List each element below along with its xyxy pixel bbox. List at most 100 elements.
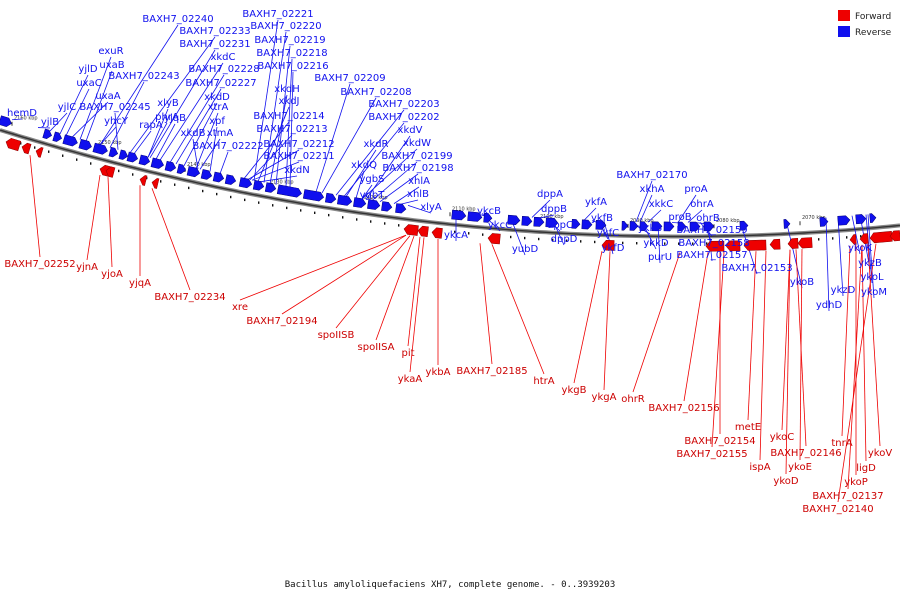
reverse-gene-arrow[interactable] <box>639 221 649 231</box>
reverse-gene-arrow[interactable] <box>545 217 559 228</box>
reverse-gene-arrow[interactable] <box>483 212 493 223</box>
reverse-gene-arrow[interactable] <box>186 166 201 178</box>
forward-gene-arrow[interactable] <box>487 233 501 245</box>
minor-tick <box>356 218 358 221</box>
reverse-gene-arrow[interactable] <box>62 134 79 147</box>
reverse-gene-arrow[interactable] <box>42 128 53 140</box>
reverse-leader-line <box>361 184 373 200</box>
reverse-gene-arrow[interactable] <box>521 215 533 226</box>
forward-gene-arrow[interactable] <box>849 234 857 245</box>
reverse-gene-arrow[interactable] <box>276 184 302 198</box>
reverse-gene-arrow[interactable] <box>200 169 213 180</box>
reverse-gene-arrow[interactable] <box>52 131 63 143</box>
reverse-gene-arrow[interactable] <box>212 171 225 183</box>
forward-gene-arrow[interactable] <box>787 238 799 249</box>
reverse-gene-arrow[interactable] <box>252 179 265 191</box>
forward-gene-arrow[interactable] <box>35 146 44 158</box>
reverse-gene-arrow[interactable] <box>264 182 277 194</box>
reverse-gene-arrow[interactable] <box>138 154 151 166</box>
forward-gene-arrow[interactable] <box>725 240 741 252</box>
reverse-gene-arrow[interactable] <box>150 157 165 170</box>
reverse-gene-arrow[interactable] <box>92 142 109 155</box>
reverse-gene-arrow[interactable] <box>819 216 829 227</box>
forward-gene-arrow[interactable] <box>769 238 781 250</box>
reverse-gene-arrow[interactable] <box>739 220 749 231</box>
forward-gene-label: BAXH7_02137 <box>812 491 883 502</box>
forward-leader-line <box>847 244 863 490</box>
reverse-gene-arrow[interactable] <box>533 216 545 227</box>
forward-gene-arrow[interactable] <box>859 233 869 245</box>
forward-leader-line <box>375 236 415 341</box>
reverse-gene-arrow[interactable] <box>651 221 663 232</box>
forward-gene-arrow[interactable] <box>889 230 900 242</box>
forward-gene-arrow[interactable] <box>403 224 419 236</box>
reverse-gene-arrow[interactable] <box>621 220 629 231</box>
reverse-leader-line <box>355 170 365 199</box>
forward-gene-arrow[interactable] <box>869 231 893 244</box>
forward-gene-arrow[interactable] <box>105 166 116 178</box>
reverse-gene-arrow[interactable] <box>126 151 139 163</box>
reverse-gene-arrow[interactable] <box>629 221 639 231</box>
forward-gene-arrow[interactable] <box>5 137 22 152</box>
reverse-gene-arrow[interactable] <box>108 146 119 158</box>
reverse-gene-arrow[interactable] <box>663 221 675 232</box>
reverse-gene-arrow[interactable] <box>869 213 877 223</box>
reverse-gene-arrow[interactable] <box>507 214 521 225</box>
reverse-leader-line <box>851 215 861 255</box>
reverse-gene-arrow[interactable] <box>78 138 93 151</box>
reverse-gene-arrow[interactable] <box>164 160 177 172</box>
reverse-gene-label: xkdW <box>403 138 431 149</box>
reverse-leader-line <box>837 216 844 297</box>
reverse-leader-line <box>371 161 418 201</box>
reverse-gene-arrow[interactable] <box>783 219 791 229</box>
reverse-gene-arrow[interactable] <box>224 174 237 186</box>
reverse-gene-arrow[interactable] <box>353 197 367 209</box>
reverse-leader-line <box>199 138 221 170</box>
gene-arrows[interactable] <box>0 115 900 252</box>
reverse-leader-line <box>635 180 653 223</box>
reverse-gene-arrow[interactable] <box>677 221 687 232</box>
forward-gene-label: BAXH7_02252 <box>4 259 75 270</box>
forward-gene-arrow[interactable] <box>139 174 148 186</box>
reverse-gene-arrow[interactable] <box>0 115 13 128</box>
reverse-gene-arrow[interactable] <box>176 163 187 175</box>
reverse-gene-arrow[interactable] <box>467 211 483 222</box>
forward-gene-arrow[interactable] <box>431 227 443 239</box>
minor-tick <box>370 220 372 223</box>
minor-tick <box>832 237 834 240</box>
reverse-gene-arrow[interactable] <box>302 189 325 202</box>
reverse-gene-arrow[interactable] <box>837 215 851 226</box>
forward-gene-arrow[interactable] <box>21 142 32 155</box>
reverse-gene-arrow[interactable] <box>689 221 701 232</box>
reverse-gene-arrow[interactable] <box>595 220 607 230</box>
reverse-gene-arrow[interactable] <box>238 177 253 189</box>
reverse-gene-arrow[interactable] <box>337 194 353 206</box>
reverse-gene-label: BAXH7_02220 <box>250 21 321 32</box>
reverse-gene-arrow[interactable] <box>571 219 581 229</box>
reverse-gene-arrow[interactable] <box>581 219 593 230</box>
forward-gene-label: ykoC <box>770 432 794 443</box>
minor-tick <box>328 213 330 217</box>
forward-gene-label: ykoE <box>788 462 812 473</box>
forward-gene-arrow[interactable] <box>743 239 767 251</box>
reverse-gene-arrow[interactable] <box>324 192 337 204</box>
reverse-leader-line <box>183 102 218 166</box>
reverse-gene-arrow[interactable] <box>855 214 867 225</box>
forward-gene-arrow[interactable] <box>417 225 429 238</box>
reverse-gene-arrow[interactable] <box>381 201 393 212</box>
reverse-gene-label: exuR <box>98 46 123 57</box>
forward-gene-arrow[interactable] <box>705 240 725 252</box>
forward-gene-arrow[interactable] <box>151 177 160 189</box>
reverse-gene-arrow[interactable] <box>451 209 467 221</box>
reverse-gene-arrow[interactable] <box>118 149 129 161</box>
forward-gene-arrow[interactable] <box>601 239 615 251</box>
reverse-gene-arrow[interactable] <box>395 203 407 214</box>
reverse-gene-arrow[interactable] <box>703 221 715 232</box>
kbp-tick-label: 2110 kbp <box>452 206 476 212</box>
reverse-gene-arrow[interactable] <box>367 199 381 211</box>
minor-tick <box>468 232 470 235</box>
forward-gene-arrow[interactable] <box>797 237 813 249</box>
minor-tick <box>76 158 78 161</box>
forward-leader-line <box>335 235 411 329</box>
forward-leader-line <box>603 251 611 391</box>
